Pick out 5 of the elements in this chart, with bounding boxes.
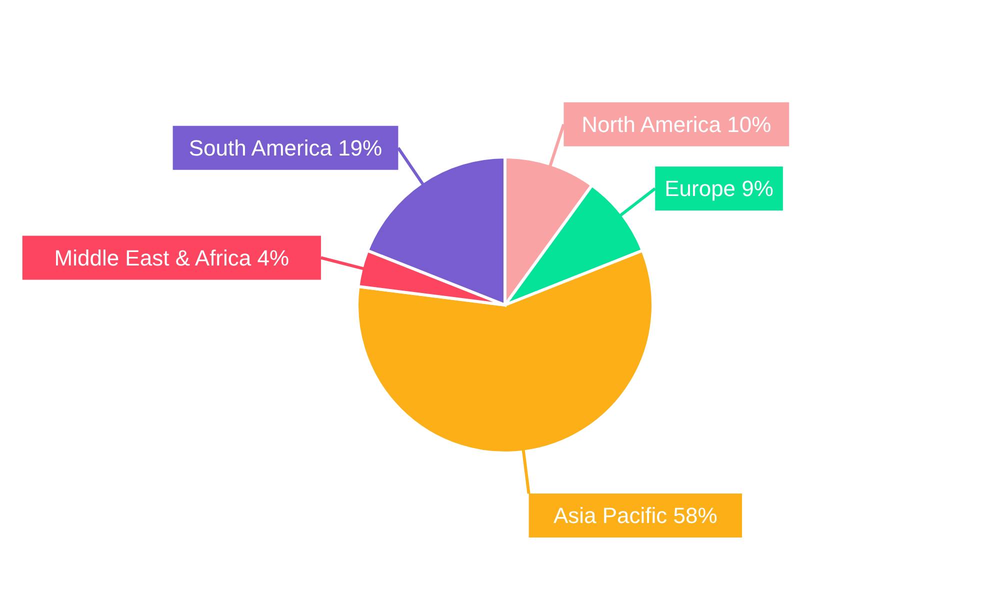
slice-label: Europe 9% — [664, 176, 774, 202]
slice-label: Asia Pacific 58% — [553, 503, 718, 528]
slice-label: North America 10% — [582, 112, 772, 137]
slice-label: South America 19% — [188, 136, 382, 161]
legend-label: Middle East & Africa 4% — [54, 245, 290, 270]
